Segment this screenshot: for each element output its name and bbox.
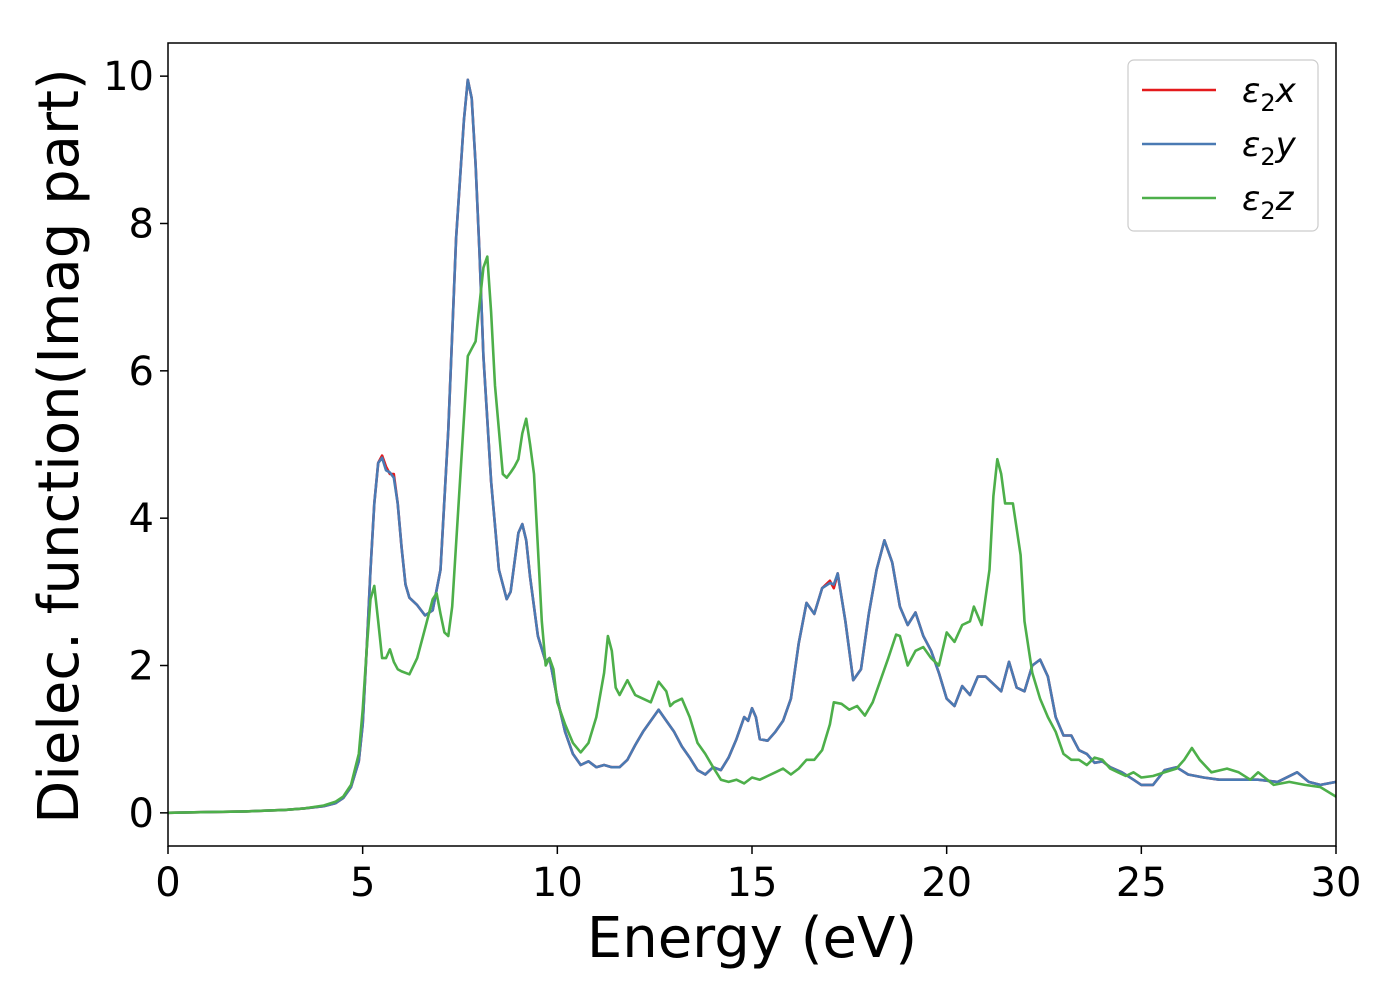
y-tick-label: 6 (129, 349, 154, 395)
series-line-z (168, 255, 1336, 815)
legend-label-z: ε2z (1242, 179, 1295, 225)
y-tick-label: 2 (129, 644, 154, 690)
legend-box (1127, 59, 1319, 232)
x-tick-label: 20 (921, 860, 972, 906)
x-tick-label: 10 (532, 860, 583, 906)
x-tick-label: 30 (1311, 860, 1362, 906)
x-axis-label: Energy (eV) (587, 906, 917, 971)
y-tick-label: 10 (103, 54, 154, 100)
x-tick-label: 25 (1116, 860, 1167, 906)
x-tick-label: 5 (350, 860, 375, 906)
legend-label-y: ε2y (1242, 125, 1297, 171)
series-line-y (168, 78, 1336, 815)
legend: ε2x ε2y ε2z (1127, 59, 1319, 232)
y-tick-label: 0 (129, 791, 154, 837)
y-tick-label: 8 (129, 201, 154, 247)
y-tick-label: 4 (129, 496, 154, 542)
y-axis-label: Dielec. function(Imag part) (27, 68, 92, 824)
x-tick-label: 0 (155, 860, 180, 906)
x-axis: 0 5 10 15 20 25 30 (155, 846, 1361, 906)
x-tick-label: 15 (727, 860, 778, 906)
legend-label-x: ε2x (1242, 71, 1297, 117)
series-layer (168, 78, 1336, 815)
y-axis: 0 2 4 6 8 10 (103, 54, 168, 837)
